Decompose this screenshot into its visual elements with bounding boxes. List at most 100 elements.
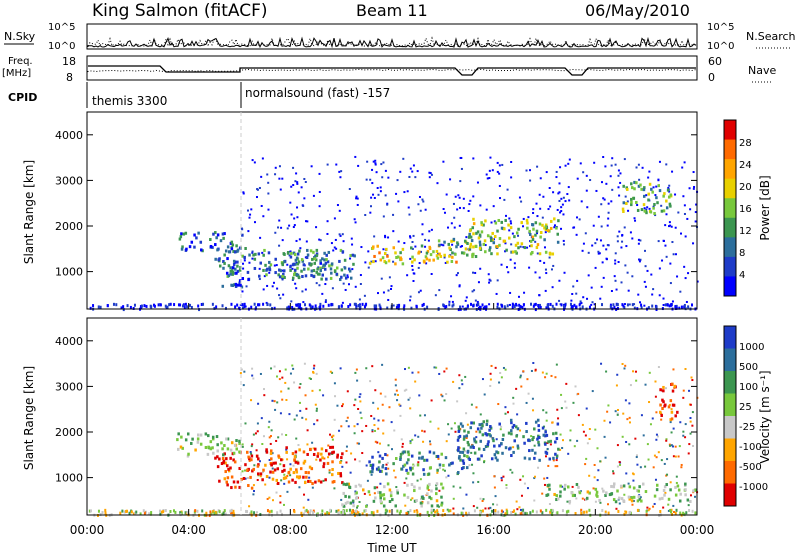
- scatter-cell: [347, 425, 350, 428]
- echo-cell: [462, 447, 466, 451]
- scatter-cell: [620, 281, 623, 284]
- scatter-cell: [314, 403, 317, 406]
- echo-cell: [422, 472, 426, 476]
- scatter-cell: [567, 186, 570, 189]
- echo-cell: [489, 239, 493, 243]
- scatter-cell: [240, 368, 243, 371]
- scatter-cell: [491, 169, 494, 172]
- scatter-cell: [450, 295, 453, 298]
- scatter-cell: [251, 159, 254, 162]
- echo-cell: [243, 255, 246, 259]
- echo-cell: [636, 489, 639, 493]
- scatter-cell: [674, 193, 677, 196]
- scatter-cell: [271, 499, 274, 502]
- scatter-cell: [355, 195, 358, 198]
- scatter-cell: [411, 247, 414, 250]
- scatter-cell: [359, 411, 362, 414]
- scatter-cell: [620, 246, 623, 249]
- scatter-cell: [382, 463, 385, 466]
- scatter-cell: [652, 505, 655, 508]
- echo-cell: [186, 454, 190, 458]
- scatter-cell: [445, 193, 448, 196]
- scatter-cell: [394, 378, 397, 381]
- scatter-cell: [318, 190, 321, 193]
- echo-cell: [293, 253, 297, 257]
- scatter-cell: [604, 456, 607, 459]
- scatter-cell: [654, 194, 657, 197]
- echo-cell: [222, 453, 225, 457]
- scatter-cell: [602, 276, 605, 279]
- ground-cell: [158, 509, 161, 513]
- echo-cell: [214, 456, 217, 460]
- scatter-cell: [269, 442, 272, 445]
- scatter-cell: [292, 184, 295, 187]
- scatter-cell: [651, 293, 654, 296]
- scatter-cell: [443, 469, 446, 472]
- ground-cell: [354, 302, 357, 306]
- echo-cell: [187, 452, 190, 456]
- echo-cell: [225, 457, 228, 461]
- echo-cell: [179, 445, 183, 449]
- scatter-cell: [576, 177, 579, 180]
- echo-cell: [492, 241, 496, 245]
- echo-cell: [327, 250, 331, 254]
- ground-cell: [304, 509, 307, 513]
- echo-cell: [235, 447, 238, 451]
- echo-cell: [517, 227, 520, 231]
- scatter-cell: [274, 231, 277, 234]
- echo-cell: [229, 456, 232, 460]
- scatter-cell: [625, 245, 628, 248]
- echo-cell: [661, 496, 664, 500]
- scatter-cell: [253, 490, 256, 493]
- echo-cell: [616, 489, 619, 493]
- echo-cell: [659, 410, 662, 414]
- echo-cell: [221, 232, 225, 236]
- echo-cell: [473, 439, 477, 443]
- scatter-cell: [263, 275, 266, 278]
- echo-cell: [435, 455, 439, 459]
- scatter-cell: [616, 240, 619, 243]
- scatter-cell: [652, 186, 655, 189]
- echo-cell: [225, 271, 229, 275]
- scatter-cell: [285, 448, 288, 451]
- echo-cell: [471, 444, 474, 448]
- scatter-cell: [318, 172, 321, 175]
- echo-cell: [437, 239, 441, 243]
- scatter-cell: [588, 428, 591, 431]
- scatter-cell: [396, 393, 399, 396]
- scatter-cell: [411, 497, 414, 500]
- ground-cell: [335, 509, 338, 513]
- ground-cell: [150, 305, 153, 309]
- echo-cell: [220, 462, 224, 466]
- scatter-cell: [552, 459, 555, 462]
- scatter-cell: [252, 493, 255, 496]
- scatter-cell: [339, 176, 342, 179]
- echo-cell: [472, 217, 475, 221]
- scatter-cell: [616, 413, 619, 416]
- scatter-cell: [541, 371, 544, 374]
- echo-cell: [575, 482, 579, 486]
- scatter-cell: [641, 166, 644, 169]
- scatter-cell: [336, 204, 339, 207]
- echo-cell: [244, 463, 247, 467]
- ground-cell: [396, 509, 399, 513]
- scatter-cell: [284, 368, 287, 371]
- scatter-cell: [633, 217, 636, 220]
- scatter-cell: [664, 387, 667, 390]
- scatter-cell: [287, 305, 290, 308]
- scatter-cell: [277, 436, 280, 439]
- echo-cell: [209, 244, 213, 248]
- scatter-cell: [404, 368, 407, 371]
- nave-tick-bottom: 0: [708, 71, 715, 84]
- echo-cell: [239, 265, 242, 269]
- echo-cell: [511, 250, 515, 254]
- scatter-cell: [377, 427, 380, 430]
- scatter-cell: [591, 390, 594, 393]
- scatter-cell: [528, 266, 531, 269]
- scatter-cell: [372, 160, 375, 163]
- scatter-cell: [315, 282, 318, 285]
- scatter-cell: [350, 237, 353, 240]
- cpid-program-2: normalsound (fast) -157: [245, 86, 390, 100]
- ground-cell: [504, 306, 507, 310]
- scatter-cell: [479, 497, 482, 500]
